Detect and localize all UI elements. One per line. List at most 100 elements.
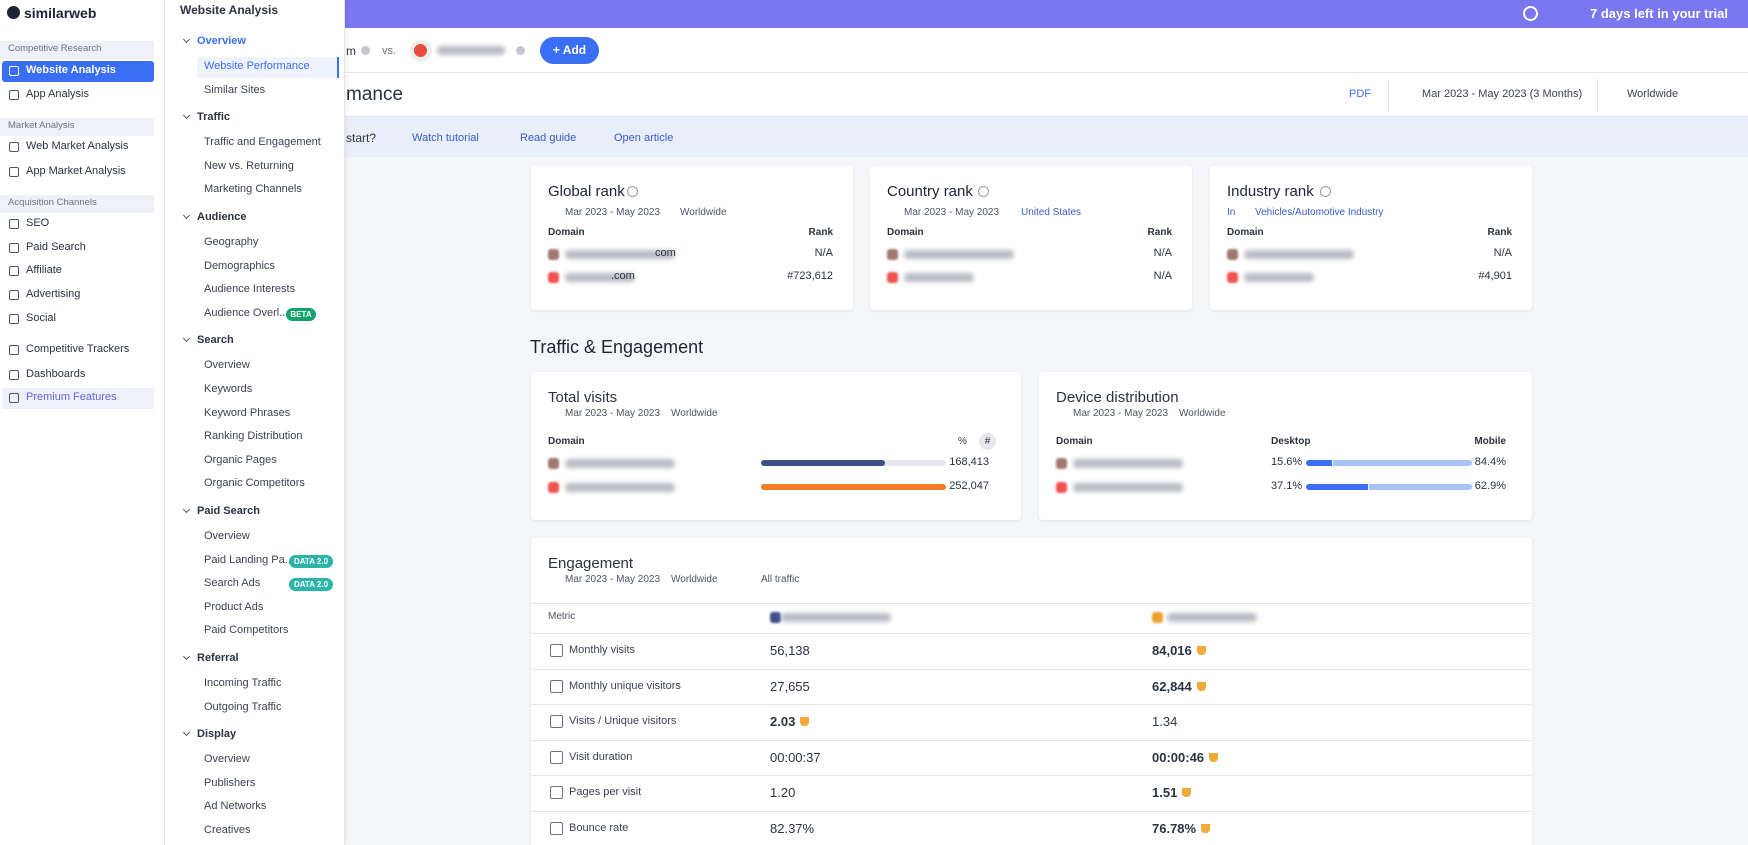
favicon <box>1056 482 1067 493</box>
page-title: mance <box>346 84 404 105</box>
rank-value: N/A <box>1153 270 1172 282</box>
date-picker[interactable]: Mar 2023 - May 2023 (3 Months) <box>1422 88 1583 100</box>
active-bg <box>2 61 154 82</box>
region-picker[interactable]: Worldwide <box>1627 88 1679 100</box>
group-title[interactable]: Referral <box>197 652 239 664</box>
row-border <box>531 739 1532 741</box>
help-link[interactable]: Watch tutorial <box>412 132 479 144</box>
submenu-item[interactable]: Search Ads <box>204 577 261 590</box>
submenu-item[interactable]: Overview <box>204 530 250 542</box>
trophy-icon <box>1201 823 1210 833</box>
submenu-item[interactable]: Ranking Distribution <box>204 430 303 443</box>
favicon <box>548 482 559 493</box>
group-title[interactable]: Search <box>197 334 234 347</box>
favicon <box>1227 272 1238 283</box>
submenu-item[interactable]: Audience Overl... <box>204 306 289 319</box>
submenu-item[interactable]: Organic Competitors <box>204 477 305 490</box>
submenu-item[interactable]: Geography <box>204 236 259 248</box>
blurred-domain <box>904 250 1014 259</box>
metric-value: 62,844 <box>1152 678 1192 694</box>
nav-item[interactable]: Paid Search <box>26 241 86 253</box>
col-header[interactable]: # <box>979 433 996 450</box>
nav-item[interactable]: Website Analysis <box>26 64 116 76</box>
submenu-item[interactable]: Paid Landing Pa... <box>204 553 294 566</box>
blurred-domain <box>1167 613 1257 622</box>
nav-icon <box>9 345 19 355</box>
nav-item[interactable]: Dashboards <box>26 368 86 380</box>
rank-value: #4,901 <box>1478 270 1512 282</box>
nav-item[interactable]: App Analysis <box>26 88 89 100</box>
nav-item[interactable]: App Market Analysis <box>26 165 126 177</box>
submenu-item[interactable]: Overview <box>204 359 250 372</box>
group-title[interactable]: Traffic <box>197 111 231 124</box>
nav-item[interactable]: Affiliate <box>26 264 62 276</box>
trial-text: 7 days left in your trial <box>1590 6 1728 21</box>
submenu-item[interactable]: Product Ads <box>204 600 264 613</box>
card-region: Worldwide <box>671 408 718 419</box>
submenu-item[interactable]: Demographics <box>204 259 275 272</box>
submenu-item[interactable]: Organic Pages <box>204 453 277 466</box>
col-header: Metric <box>548 611 576 622</box>
nav-icon <box>9 167 19 177</box>
blurred-domain <box>1244 273 1314 282</box>
submenu-item[interactable]: Ad Networks <box>204 800 267 813</box>
submenu-item[interactable]: Paid Competitors <box>204 624 289 637</box>
col-header: Desktop <box>1271 436 1311 447</box>
nav-icon <box>9 266 19 276</box>
nav-item[interactable]: SEO <box>26 217 50 229</box>
metric-value: 56,138 <box>770 643 810 658</box>
nav-item[interactable]: Web Market Analysis <box>26 140 129 152</box>
group-title[interactable]: Audience <box>197 211 247 223</box>
trophy-icon <box>1197 646 1206 655</box>
industry-prefix: In <box>1227 207 1236 218</box>
help-link[interactable]: Open article <box>614 132 674 144</box>
submenu-item[interactable]: Keywords <box>204 383 253 395</box>
submenu-item[interactable]: Overview <box>204 753 250 766</box>
submenu-item[interactable]: Outgoing Traffic <box>204 700 282 713</box>
info-icon <box>627 186 638 197</box>
col-header: Domain <box>887 227 924 238</box>
metric-icon <box>550 821 563 835</box>
nav-item[interactable]: Advertising <box>26 288 81 300</box>
vs-label: vs. <box>382 45 397 57</box>
section-title: Acquisition Channels <box>8 197 97 208</box>
submenu-item[interactable]: Publishers <box>204 776 256 789</box>
col-header: Domain <box>1056 436 1093 447</box>
help-link[interactable]: Read guide <box>520 132 577 144</box>
metric-value: 84,016 <box>1152 643 1192 658</box>
nav-item[interactable]: Competitive Trackers <box>26 343 130 355</box>
submenu-item[interactable]: Marketing Channels <box>204 183 302 196</box>
badge: DATA 2.0 <box>289 554 333 568</box>
rank-card: Industry rank In Vehicles/Automotive Indus… <box>1210 166 1532 310</box>
nav-item[interactable]: Social <box>26 312 56 324</box>
help-prompt: start? <box>346 131 377 145</box>
submenu-item[interactable]: Audience Interests <box>204 283 296 296</box>
pdf-button[interactable]: PDF <box>1349 88 1371 100</box>
submenu-item[interactable]: Incoming Traffic <box>204 677 282 689</box>
submenu-item[interactable]: Keyword Phrases <box>204 406 291 419</box>
group-title[interactable]: Overview <box>197 35 246 47</box>
add-button[interactable]: + Add <box>540 37 599 64</box>
submenu-item[interactable]: Website Performance <box>204 60 310 72</box>
rank-card: Country rank Mar 2023 - May 2023 United St… <box>870 166 1192 310</box>
col-header: Domain <box>548 436 585 447</box>
submenu-item[interactable]: Traffic and Engagement <box>204 136 321 149</box>
metric-value: 1.51 <box>1152 785 1178 800</box>
desktop-bar <box>1306 484 1368 490</box>
metric-value: 82.37% <box>770 820 815 836</box>
domain-suffix: com <box>655 247 676 259</box>
bar <box>761 484 946 490</box>
submenu-item[interactable]: New vs. Returning <box>204 159 294 172</box>
group-title[interactable]: Paid Search <box>197 505 260 517</box>
blurred-domain <box>781 613 891 622</box>
submenu-item[interactable]: Creatives <box>204 824 251 836</box>
nav-item[interactable]: Premium Features <box>26 391 117 403</box>
col-header: Rank <box>1147 227 1172 238</box>
rank-value: N/A <box>1153 247 1172 259</box>
trophy-icon <box>800 717 809 726</box>
card-date: Mar 2023 - May 2023 <box>565 207 661 218</box>
card-date: Mar 2023 - May 2023 <box>565 574 661 585</box>
group-title[interactable]: Display <box>197 728 237 741</box>
metric-value: 1.34 <box>1152 714 1178 729</box>
submenu-item[interactable]: Similar Sites <box>204 83 266 96</box>
